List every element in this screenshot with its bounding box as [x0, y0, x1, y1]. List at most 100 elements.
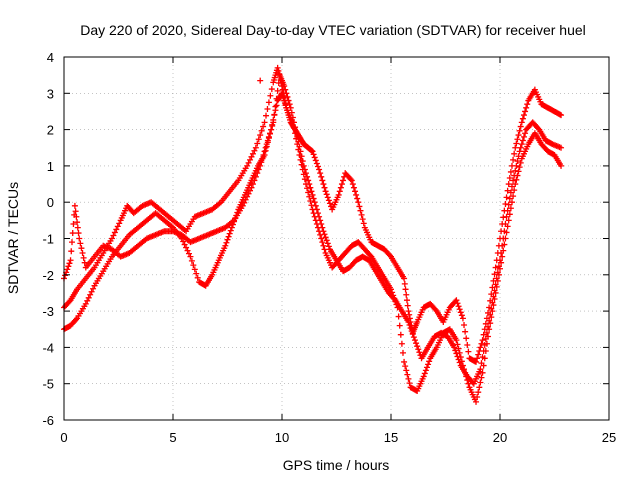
- data-point: [408, 328, 415, 335]
- data-point: [325, 243, 332, 250]
- data-point: [500, 235, 507, 242]
- data-point: [312, 202, 319, 209]
- data-point: [479, 369, 486, 376]
- data-point: [403, 291, 410, 298]
- data-point: [480, 331, 487, 338]
- data-point: [458, 312, 465, 319]
- data-point: [464, 341, 471, 348]
- data-point: [284, 93, 291, 100]
- data-point: [183, 244, 190, 251]
- data-point: [225, 233, 232, 240]
- data-point: [506, 211, 513, 218]
- data-point: [395, 313, 402, 320]
- data-point: [292, 124, 299, 131]
- data-point: [306, 181, 313, 188]
- data-point: [318, 220, 325, 227]
- y-tick-label: -6: [42, 413, 54, 428]
- data-point: [264, 106, 271, 113]
- data-point: [265, 99, 272, 106]
- data-point: [421, 370, 428, 377]
- data-point: [312, 157, 319, 164]
- data-point: [477, 366, 484, 373]
- data-point: [482, 335, 489, 342]
- data-point: [505, 217, 512, 224]
- data-point: [325, 197, 332, 204]
- data-point: [298, 153, 305, 160]
- data-point: [320, 242, 327, 249]
- data-point: [416, 349, 423, 356]
- data-point: [71, 202, 78, 209]
- data-point: [81, 259, 88, 266]
- data-point: [474, 355, 481, 362]
- x-tick-label: 25: [602, 430, 616, 445]
- data-point: [296, 143, 303, 150]
- data-point: [251, 147, 258, 154]
- data-point: [66, 260, 73, 267]
- data-point: [307, 184, 314, 191]
- data-point: [506, 195, 513, 202]
- data-point: [478, 374, 485, 381]
- data-point: [309, 148, 316, 155]
- data-point: [490, 293, 497, 300]
- data-point: [254, 140, 261, 147]
- data-point: [475, 389, 482, 396]
- data-point: [517, 159, 524, 166]
- data-point: [505, 181, 512, 188]
- data-point: [311, 199, 318, 206]
- data-point: [480, 348, 487, 355]
- data-point: [310, 195, 317, 202]
- data-point: [321, 246, 328, 253]
- data-point: [308, 188, 315, 195]
- data-point: [108, 235, 115, 242]
- data-point: [337, 184, 344, 191]
- data-point: [188, 257, 195, 264]
- data-point: [255, 166, 262, 173]
- data-point: [514, 158, 521, 165]
- data-point: [85, 294, 92, 301]
- data-point: [414, 343, 421, 350]
- data-point: [294, 133, 301, 140]
- data-point: [314, 210, 321, 217]
- data-point: [476, 384, 483, 391]
- data-point: [316, 166, 323, 173]
- data-point: [513, 140, 520, 147]
- data-point: [292, 130, 299, 137]
- data-point: [261, 148, 268, 155]
- data-point: [432, 306, 439, 313]
- data-point: [289, 114, 296, 121]
- data-point: [78, 245, 85, 252]
- data-point: [87, 291, 94, 298]
- data-point: [517, 123, 524, 130]
- data-point: [254, 170, 261, 177]
- data-point: [110, 232, 117, 239]
- data-point: [269, 122, 276, 129]
- data-point: [473, 398, 480, 405]
- data-point: [356, 203, 363, 210]
- data-point: [513, 162, 520, 169]
- data-point: [62, 272, 69, 279]
- data-point: [512, 144, 519, 151]
- data-point: [401, 358, 408, 365]
- data-point: [510, 193, 517, 200]
- data-point: [350, 184, 357, 191]
- data-point: [516, 127, 523, 134]
- data-point: [304, 173, 311, 180]
- data-point: [247, 156, 254, 163]
- data-point: [349, 181, 356, 188]
- data-point: [406, 311, 413, 318]
- data-point: [401, 275, 408, 282]
- data-point: [271, 111, 278, 118]
- data-point: [507, 205, 514, 212]
- data-point: [481, 341, 488, 348]
- data-points: [61, 64, 565, 405]
- data-point: [262, 144, 269, 151]
- data-point: [478, 340, 485, 347]
- data-point: [260, 123, 267, 130]
- data-point: [359, 216, 366, 223]
- data-point: [274, 87, 281, 94]
- data-point: [70, 220, 77, 227]
- data-point: [409, 331, 416, 338]
- y-axis-label: SDTVAR / TECUs: [5, 182, 21, 294]
- data-point: [413, 340, 420, 347]
- data-point: [510, 177, 517, 184]
